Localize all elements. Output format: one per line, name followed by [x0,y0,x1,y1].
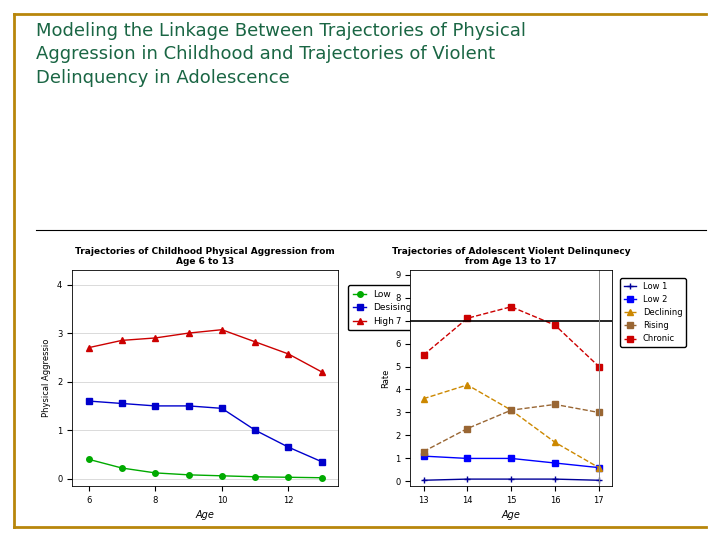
Line: Rising: Rising [420,402,602,454]
Desising [217,405,226,411]
Chronic [507,303,516,310]
X-axis label: Age: Age [196,510,215,520]
Declining [595,464,603,471]
High [117,337,126,343]
Desising [184,403,193,409]
Low 1 [507,476,516,482]
Legend: Low 1, Low 2, Declining, Rising, Chronic: Low 1, Low 2, Declining, Rising, Chronic [620,279,685,347]
Declining [551,439,559,446]
Rising [419,448,428,455]
Line: Low 1: Low 1 [420,476,602,483]
Rising [507,407,516,414]
Line: Chronic: Chronic [420,304,602,369]
Declining [463,382,472,388]
High [184,330,193,336]
Chronic [551,322,559,328]
Low [251,474,259,480]
Line: Low: Low [86,456,325,481]
Legend: Low, Desising, High: Low, Desising, High [348,285,417,330]
High [284,351,293,357]
Low [184,471,193,478]
Low 2 [463,455,472,462]
Desising [318,458,326,465]
Low [151,470,160,476]
Chronic [419,352,428,358]
Chronic [595,363,603,370]
Y-axis label: Rate: Rate [381,368,390,388]
Low 2 [595,464,603,471]
Low 2 [507,455,516,462]
Low 1 [595,477,603,483]
High [217,327,226,333]
Low 2 [551,460,559,466]
Desising [284,444,293,450]
Y-axis label: Physical Aggressio: Physical Aggressio [42,339,51,417]
High [151,335,160,341]
Text: Modeling the Linkage Between Trajectories of Physical
Aggression in Childhood an: Modeling the Linkage Between Trajectorie… [36,22,526,87]
Rising [551,401,559,408]
Rising [463,426,472,432]
Desising [151,403,160,409]
Desising [117,400,126,407]
Low [84,456,93,463]
Low [284,474,293,481]
Desising [84,398,93,404]
High [84,345,93,351]
Line: Declining: Declining [420,382,602,470]
Title: Trajectories of Childhood Physical Aggression from
Age 6 to 13: Trajectories of Childhood Physical Aggre… [76,247,335,266]
High [251,339,259,345]
Low [318,475,326,481]
Low 1 [463,476,472,482]
Line: Low 2: Low 2 [420,454,602,470]
Line: Desising: Desising [86,399,325,464]
High [318,369,326,375]
Low 1 [419,477,428,483]
Rising [595,409,603,416]
Chronic [463,315,472,321]
Declining [507,407,516,414]
X-axis label: Age: Age [502,510,521,520]
Line: High: High [86,327,325,375]
Desising [251,427,259,434]
Declining [419,395,428,402]
Title: Trajectories of Adolescent Violent Delinqunecy
from Age 13 to 17: Trajectories of Adolescent Violent Delin… [392,247,631,266]
Low [117,465,126,471]
Low [217,472,226,479]
Low 2 [419,453,428,460]
Low 1 [551,476,559,482]
